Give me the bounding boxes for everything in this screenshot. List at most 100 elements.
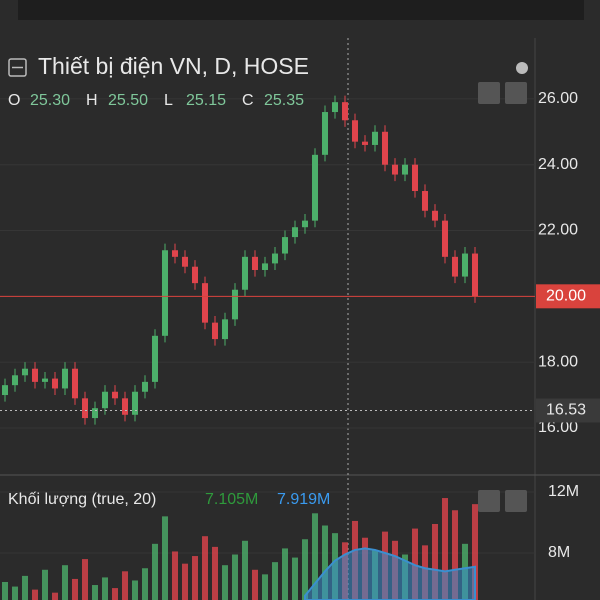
volume-bar bbox=[162, 516, 168, 600]
volume-bar bbox=[282, 548, 288, 600]
candle-body bbox=[352, 120, 358, 142]
candle-body bbox=[182, 256, 188, 267]
candle-body bbox=[272, 253, 278, 264]
candle-body bbox=[92, 408, 98, 419]
move-button[interactable] bbox=[505, 82, 527, 104]
candle-body bbox=[52, 378, 58, 389]
volume-bar bbox=[72, 578, 78, 600]
volume-bar bbox=[472, 504, 478, 600]
volume-title: Khối lượng (true, 20) bbox=[8, 491, 156, 508]
top-bar bbox=[18, 0, 584, 20]
ohlc-value: 25.50 bbox=[108, 92, 148, 109]
candle-body bbox=[322, 112, 328, 155]
candle-body bbox=[432, 210, 438, 221]
candle-body bbox=[102, 391, 108, 409]
candle-body bbox=[342, 102, 348, 121]
candle-body bbox=[232, 289, 238, 320]
status-dot bbox=[516, 62, 528, 74]
candle-body bbox=[282, 237, 288, 254]
candle-body bbox=[42, 378, 48, 382]
volume-bar bbox=[112, 588, 118, 600]
candle-body bbox=[212, 322, 218, 340]
volume-bar bbox=[262, 574, 268, 600]
volume-bar bbox=[292, 557, 298, 600]
candle-body bbox=[302, 220, 308, 228]
ohlc-value: 25.35 bbox=[264, 92, 304, 109]
volume-bar bbox=[42, 569, 48, 600]
volume-legend-value: 7.919M bbox=[277, 491, 330, 508]
ohlc-name: O bbox=[8, 92, 20, 109]
candle-body bbox=[262, 263, 268, 270]
volume-bar bbox=[442, 498, 448, 600]
candle-body bbox=[292, 227, 298, 238]
candle-body bbox=[132, 391, 138, 415]
last-price-label: 20.00 bbox=[546, 288, 586, 305]
candle-body bbox=[12, 375, 18, 386]
volume-bar bbox=[312, 513, 318, 600]
grid bbox=[0, 98, 535, 554]
candle-body bbox=[142, 381, 148, 392]
last-price-box bbox=[536, 284, 600, 309]
volume-bar bbox=[222, 565, 228, 600]
volume-bar bbox=[12, 586, 18, 600]
volume-bar bbox=[322, 525, 328, 600]
move-button[interactable] bbox=[505, 490, 527, 512]
volume-bar bbox=[132, 580, 138, 600]
candle-body bbox=[392, 164, 398, 175]
volume-bar bbox=[182, 563, 188, 600]
candle-body bbox=[112, 391, 118, 399]
collapse-icon[interactable] bbox=[8, 58, 27, 77]
chart-title: Thiết bị điện VN, D, HOSE bbox=[38, 53, 309, 79]
volume-bar bbox=[232, 554, 238, 600]
candle-body bbox=[22, 368, 28, 376]
candle-body bbox=[462, 253, 468, 277]
y-tick-label: 18.00 bbox=[538, 353, 578, 370]
move-up-button[interactable] bbox=[478, 490, 500, 512]
volume-bar bbox=[302, 539, 308, 600]
candle-body bbox=[172, 250, 178, 257]
candle-body bbox=[32, 368, 38, 382]
y-tick-label: 26.00 bbox=[538, 90, 578, 107]
candle-body bbox=[242, 256, 248, 290]
candle-body bbox=[222, 319, 228, 340]
candle-body bbox=[412, 164, 418, 192]
volume-bar bbox=[152, 543, 158, 600]
volume-bar bbox=[212, 546, 218, 600]
volume-bar bbox=[52, 592, 58, 600]
volume-bar bbox=[242, 540, 248, 600]
volume-bar bbox=[82, 559, 88, 600]
ohlc-name: H bbox=[86, 92, 98, 109]
move-down-button[interactable] bbox=[478, 82, 500, 104]
candle-body bbox=[402, 164, 408, 175]
volume-ma-area bbox=[304, 547, 476, 600]
y-tick-label: 22.00 bbox=[538, 222, 578, 239]
candle-body bbox=[472, 253, 478, 297]
volume-bar bbox=[32, 589, 38, 600]
volume-bar bbox=[22, 575, 28, 600]
candle-body bbox=[252, 256, 258, 270]
candle-body bbox=[152, 335, 158, 382]
volume-bar bbox=[62, 565, 68, 600]
labels: 16.0018.0020.0022.0024.0026.0020.0016.53… bbox=[8, 90, 600, 561]
candle-body bbox=[332, 102, 338, 113]
volume-bar bbox=[122, 571, 128, 600]
candle-body bbox=[72, 368, 78, 399]
marks bbox=[0, 95, 535, 600]
candle-body bbox=[2, 385, 8, 396]
candle-body bbox=[202, 283, 208, 323]
volume-bar bbox=[452, 510, 458, 600]
candle-body bbox=[192, 266, 198, 284]
volume-bar bbox=[142, 568, 148, 600]
y-tick-label: 24.00 bbox=[538, 156, 578, 173]
candle-body bbox=[452, 256, 458, 277]
candle-body bbox=[162, 250, 168, 336]
volume-bar bbox=[172, 551, 178, 600]
y-tick-label: 8M bbox=[548, 544, 570, 561]
candle-body bbox=[122, 398, 128, 415]
volume-bar bbox=[202, 536, 208, 600]
volume-legend-value: 7.105M bbox=[205, 491, 258, 508]
candle-body bbox=[62, 368, 68, 389]
volume-bar bbox=[192, 556, 198, 600]
candle-body bbox=[82, 398, 88, 419]
